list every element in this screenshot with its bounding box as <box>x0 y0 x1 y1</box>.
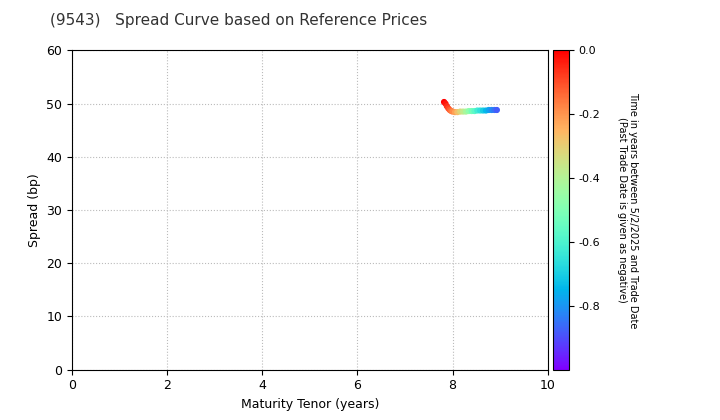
Point <box>491 107 503 113</box>
Point <box>440 100 451 107</box>
Point <box>449 109 461 116</box>
Point <box>444 107 456 113</box>
Point <box>446 108 457 114</box>
Point <box>472 107 483 114</box>
Point <box>443 105 454 112</box>
Text: (9543)   Spread Curve based on Reference Prices: (9543) Spread Curve based on Reference P… <box>50 13 428 28</box>
Point <box>438 99 450 105</box>
Point <box>486 107 498 113</box>
Point <box>480 107 492 114</box>
Point <box>469 108 480 114</box>
X-axis label: Maturity Tenor (years): Maturity Tenor (years) <box>240 398 379 411</box>
Point <box>441 103 453 110</box>
Y-axis label: Spread (bp): Spread (bp) <box>28 173 41 247</box>
Point <box>489 107 500 113</box>
Point <box>477 107 489 114</box>
Point <box>457 108 469 115</box>
Y-axis label: Time in years between 5/2/2025 and Trade Date
(Past Trade Date is given as negat: Time in years between 5/2/2025 and Trade… <box>617 92 639 328</box>
Point <box>454 108 466 115</box>
Point <box>451 109 463 116</box>
Point <box>460 108 472 115</box>
Point <box>463 108 474 114</box>
Point <box>466 108 477 114</box>
Point <box>483 107 495 113</box>
Point <box>474 107 486 114</box>
Point <box>447 108 459 115</box>
